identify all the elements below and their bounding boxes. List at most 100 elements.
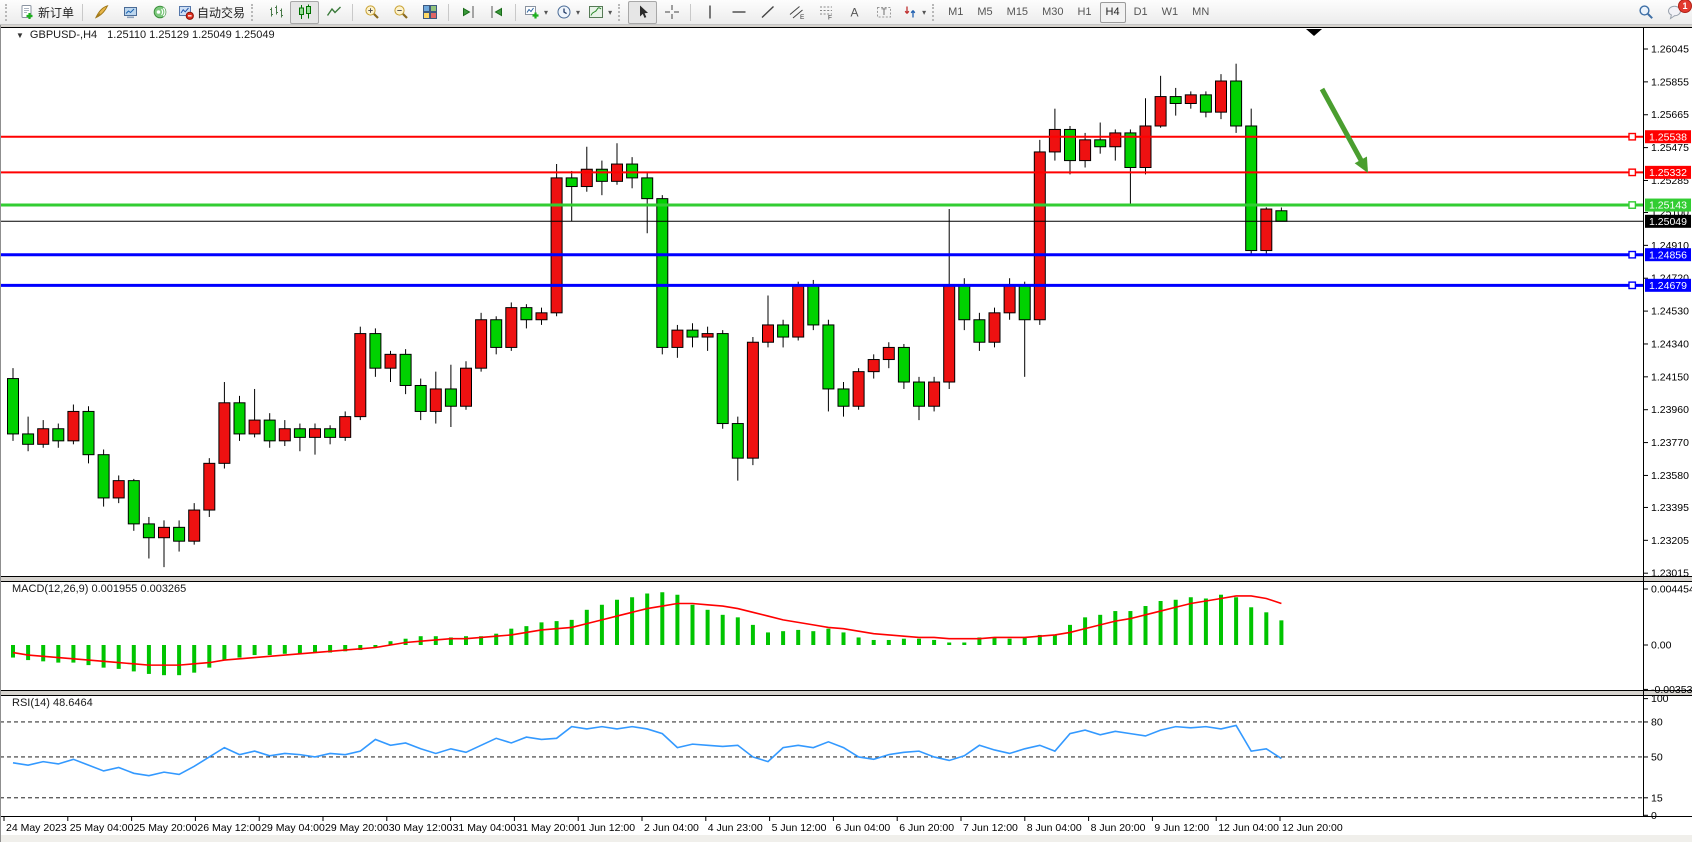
candle-body bbox=[233, 402, 246, 435]
line-chart-icon bbox=[326, 6, 341, 16]
price-axis-label: 1.25475 bbox=[1651, 142, 1689, 154]
price-axis-label: 1.25855 bbox=[1651, 76, 1689, 88]
candle-body bbox=[988, 312, 1001, 343]
timeframe-button-w1[interactable]: W1 bbox=[1161, 6, 1179, 18]
candle-body bbox=[565, 177, 578, 188]
time-axis-label: 8 Jun 20:00 bbox=[1091, 822, 1146, 834]
chart-plot[interactable]: 1.260451.258551.256651.254751.252851.251… bbox=[0, 25, 1692, 842]
rsi-line bbox=[12, 724, 1282, 777]
candle-body bbox=[188, 509, 201, 542]
auto-trading-button[interactable]: 自动交易 bbox=[174, 1, 249, 24]
candle-body bbox=[716, 333, 729, 425]
timeframe-button-m15[interactable]: M15 bbox=[1006, 6, 1029, 18]
signals-button[interactable] bbox=[145, 1, 174, 24]
quill-icon bbox=[94, 5, 108, 19]
chart-shift-button[interactable] bbox=[482, 1, 511, 24]
candle-body bbox=[82, 410, 95, 456]
text-label-icon: T bbox=[876, 7, 891, 18]
tile-windows-button[interactable] bbox=[415, 1, 444, 24]
candle-body bbox=[867, 359, 880, 373]
zoom-in-icon bbox=[364, 5, 379, 19]
line-anchor bbox=[1628, 201, 1637, 209]
candle-body bbox=[882, 346, 895, 361]
time-axis-label: 8 Jun 04:00 bbox=[1027, 822, 1082, 834]
metaeditor-button[interactable] bbox=[87, 1, 116, 24]
auto-trading-icon bbox=[179, 6, 194, 20]
cursor-icon bbox=[639, 5, 648, 18]
timeframe-button-m30[interactable]: M30 bbox=[1042, 6, 1064, 18]
candle-body bbox=[1109, 132, 1122, 148]
cursor-tool-button[interactable] bbox=[628, 0, 658, 24]
candle-body bbox=[460, 367, 472, 407]
line-anchor bbox=[1628, 250, 1637, 259]
macd-axis-label: -0.003533 bbox=[1651, 684, 1692, 696]
vertical-line-tool-button[interactable] bbox=[695, 1, 724, 24]
candle-body bbox=[520, 307, 533, 321]
ohlc-values: 1.25110 1.25129 1.25049 1.25049 bbox=[107, 29, 275, 41]
zoom-out-icon bbox=[393, 5, 408, 19]
horizontal-line-tool-button[interactable] bbox=[724, 1, 753, 24]
timeframe-button-m5[interactable]: M5 bbox=[977, 6, 993, 18]
line-chart-button[interactable] bbox=[319, 1, 348, 24]
fibonacci-tool-button[interactable]: F bbox=[811, 1, 840, 24]
timeframe-button-mn[interactable]: MN bbox=[1192, 6, 1210, 18]
price-tag bbox=[1645, 248, 1691, 262]
zoom-out-button[interactable] bbox=[386, 1, 415, 24]
time-axis-label: 26 May 12:00 bbox=[197, 822, 261, 834]
vertical-line-icon bbox=[708, 5, 711, 19]
rsi-axis-label: 50 bbox=[1651, 751, 1663, 763]
text-label-tool-button[interactable]: T bbox=[869, 1, 898, 24]
bar-chart-button[interactable] bbox=[261, 1, 290, 24]
price-axis-label: 1.24530 bbox=[1651, 306, 1689, 318]
notifications-button[interactable]: 1 bbox=[1660, 0, 1692, 24]
candle-body bbox=[701, 333, 714, 338]
timeframe-button-h4[interactable]: H4 bbox=[1099, 1, 1126, 23]
toolbar-grip[interactable] bbox=[618, 3, 624, 21]
new-order-button[interactable]: 新订单 bbox=[15, 1, 78, 24]
trendline-tool-button[interactable] bbox=[753, 1, 782, 24]
candle-body bbox=[354, 333, 367, 418]
fibonacci-icon: F bbox=[819, 6, 832, 20]
time-axis-label: 7 Jun 12:00 bbox=[963, 822, 1018, 834]
chevron-down-icon[interactable]: ▼ bbox=[16, 31, 24, 40]
chart-shift-marker[interactable] bbox=[1306, 29, 1322, 36]
signals-icon bbox=[153, 5, 166, 19]
market-watch-button[interactable] bbox=[116, 1, 145, 24]
trendline-icon bbox=[761, 5, 774, 19]
period-button[interactable]: ▾ bbox=[552, 1, 584, 24]
channel-tool-button[interactable]: E bbox=[782, 1, 811, 24]
text-tool-button[interactable]: A bbox=[840, 1, 869, 24]
candle-body bbox=[309, 428, 321, 438]
toolbar-grip[interactable] bbox=[251, 3, 257, 21]
candle-body bbox=[399, 353, 412, 386]
candlestick-chart-button[interactable] bbox=[290, 0, 320, 24]
candle-body bbox=[731, 423, 744, 459]
chevron-down-icon: ▾ bbox=[922, 7, 927, 17]
time-axis-label: 1 Jun 12:00 bbox=[580, 822, 635, 834]
timeframe-button-d1[interactable]: D1 bbox=[1133, 6, 1148, 18]
template-button[interactable]: ▾ bbox=[584, 1, 616, 24]
price-tag-label: 1.25143 bbox=[1649, 200, 1687, 212]
toolbar-grip[interactable] bbox=[932, 3, 938, 21]
chevron-down-icon: ▾ bbox=[608, 7, 613, 17]
macd-signal-line bbox=[12, 595, 1282, 666]
arrow-annotation[interactable] bbox=[1319, 87, 1366, 167]
crosshair-tool-button[interactable] bbox=[657, 1, 686, 24]
chart-window[interactable]: 1.26045 1.25855 1.25665 1.25475 1.25285 1.251… bbox=[0, 25, 1692, 842]
main-toolbar: 新订单 自动交易 bbox=[0, 0, 1692, 25]
auto-scroll-button[interactable] bbox=[453, 1, 482, 24]
indicators-button[interactable]: ▾ bbox=[520, 1, 552, 24]
arrows-tool-button[interactable]: ▾ bbox=[898, 1, 930, 24]
price-axis-label: 1.23015 bbox=[1651, 568, 1689, 580]
crosshair-icon bbox=[664, 5, 679, 19]
svg-text:A: A bbox=[850, 6, 858, 20]
timeframe-button-m1[interactable]: M1 bbox=[948, 6, 964, 18]
toolbar-grip[interactable] bbox=[5, 3, 11, 21]
search-button[interactable] bbox=[1631, 1, 1660, 24]
price-axis-label: 1.23770 bbox=[1651, 437, 1689, 449]
candle-body bbox=[641, 177, 654, 200]
price-axis-label: 1.26045 bbox=[1651, 44, 1689, 56]
timeframe-button-h1[interactable]: H1 bbox=[1077, 6, 1092, 18]
price-axis-label: 1.23395 bbox=[1651, 502, 1689, 514]
zoom-in-button[interactable] bbox=[357, 1, 386, 24]
